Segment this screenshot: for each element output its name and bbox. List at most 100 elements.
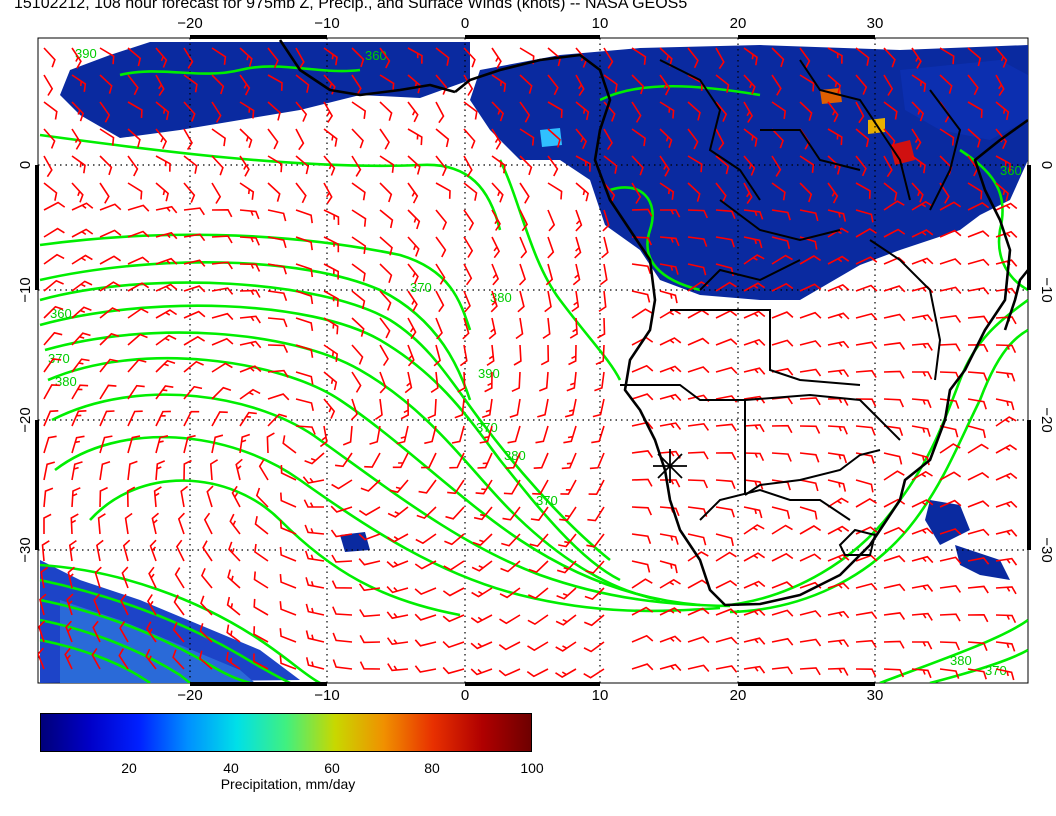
wind-barb [939,286,962,295]
wind-barb [555,614,577,626]
wind-barb [547,128,561,148]
wind-barb [407,290,418,312]
wind-barb [407,182,419,204]
wind-barb [323,128,338,147]
wind-barb [99,182,110,204]
wind-barb [295,290,314,305]
wind-barb [855,47,870,66]
wind-barb [351,344,364,365]
wind-barb [71,410,87,427]
wind-barb [715,636,738,644]
wind-barb [491,155,506,174]
wind-barb [211,434,224,454]
wind-barb [939,128,955,146]
wind-barb [99,281,121,292]
wind-barb [491,236,501,259]
wind-barb [967,128,981,148]
wind-barb [386,560,409,568]
wind-barb [967,47,982,67]
wind-barb [939,668,960,679]
wind-barb [586,533,605,548]
wind-barb [855,497,877,508]
wind-barb [939,182,950,204]
wind-barb [743,637,766,645]
wind-barb [939,641,961,651]
wind-barb [71,384,89,400]
wind-barb [331,479,353,490]
wind-barb [855,182,871,199]
wind-barb [715,451,737,461]
wind-barb [323,155,336,176]
wind-barb [995,472,1018,481]
wind-barb [743,155,756,176]
wind-barb [883,200,905,211]
wind-barb [323,371,338,391]
wind-barb [183,385,203,400]
wind-barb [295,182,307,204]
wind-barb [203,512,213,535]
wind-barb [631,101,642,123]
axis-tick-label: 0 [461,687,469,704]
wind-barb [967,641,988,652]
wind-barb [280,464,297,481]
wind-barb [631,308,653,319]
wind-barb [491,182,504,203]
wind-barb [127,282,150,292]
axis-tick-label: 30 [867,687,884,704]
wind-barb [939,499,962,508]
wind-barb [442,614,465,623]
wind-barb [462,317,470,340]
wind-barb [743,47,758,66]
wind-barb [183,128,193,151]
wind-barb [359,609,381,618]
wind-barb [855,101,865,124]
wind-barb [883,182,898,201]
wind-barb [631,182,642,204]
contour-label: 390 [478,366,500,381]
wind-barb [358,583,381,592]
axis-tick-label: 0 [1038,161,1055,169]
wind-barb [799,553,822,562]
wind-barb [334,452,353,468]
wind-barb [99,384,117,400]
wind-barb [71,202,94,211]
wind-barb [155,460,166,481]
wind-barb [547,155,559,177]
wind-barb [855,668,877,677]
wind-barb [360,479,381,492]
wind-barb [995,344,1017,354]
wind-barb [597,317,606,339]
wind-barb [155,101,170,121]
contour-label: 380 [55,374,77,389]
wind-barb [183,410,200,427]
wind-barb [451,425,465,444]
wind-barb [435,47,450,66]
wind-barb [435,236,447,258]
wind-barb [119,620,129,643]
wind-barb [687,451,709,460]
wind-barb [239,388,261,400]
wind-barb [743,479,764,490]
wind-barb [771,311,794,319]
wind-barb [743,367,766,375]
wind-barb [715,281,737,292]
wind-barb [319,425,328,448]
wind-barb [43,487,54,508]
wind-barb [827,209,847,222]
wind-barb [715,579,738,589]
contour-label: 360 [1000,163,1022,178]
wind-barb [211,74,225,95]
wind-barb [544,290,552,313]
wind-barb [127,155,139,177]
wind-barb [659,365,682,373]
wind-barb [332,632,353,643]
wind-barb [631,606,654,616]
wind-barb [351,290,366,310]
wind-barb [239,365,262,373]
wind-barb [631,578,653,589]
wind-barb [501,533,521,547]
wind-barb [911,155,926,174]
wind-barb [99,101,111,123]
wind-barb [883,612,906,620]
wind-barb [771,666,793,675]
